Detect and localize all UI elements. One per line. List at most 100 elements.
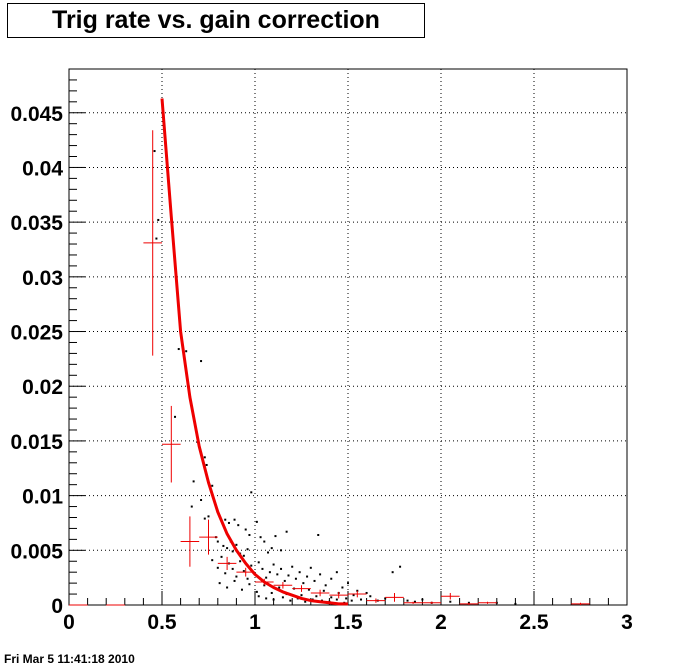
profile-point xyxy=(273,582,293,589)
profile-point xyxy=(329,591,348,599)
scatter-point xyxy=(330,596,333,599)
scatter-point xyxy=(322,589,325,592)
scatter-point xyxy=(211,484,214,487)
scatter-point xyxy=(259,536,262,539)
scatter-point xyxy=(200,498,203,501)
x-tick-label: 1 xyxy=(249,611,261,634)
scatter-point xyxy=(246,577,249,580)
scatter-point xyxy=(235,543,238,546)
footer-timestamp: Fri Mar 5 11:41:18 2010 xyxy=(4,652,135,666)
scatter-point xyxy=(265,597,268,600)
scatter-point xyxy=(330,577,333,580)
y-tick-label: 0.02 xyxy=(22,376,63,399)
scatter-point xyxy=(237,524,240,527)
profile-point xyxy=(199,519,218,555)
scatter-point xyxy=(294,577,297,580)
scatter-point xyxy=(309,566,312,569)
scatter-point xyxy=(369,595,372,598)
scatter-point xyxy=(399,565,402,568)
scatter-point xyxy=(157,218,160,221)
scatter-point xyxy=(413,600,416,603)
x-tick-labels: 0 0.5 1 1.5 2 2.5 3 xyxy=(63,611,633,634)
scatter-point xyxy=(231,567,234,570)
profile-point xyxy=(143,130,162,356)
scatter-point xyxy=(211,559,214,562)
y-tick-label: 0.045 xyxy=(10,103,63,126)
scatter-point xyxy=(391,571,394,574)
scatter-point xyxy=(261,567,264,570)
profile-point xyxy=(348,590,367,598)
scatter-point xyxy=(268,571,271,574)
scatter-point xyxy=(319,573,322,576)
scatter-point xyxy=(276,573,279,576)
scatter-point xyxy=(313,579,316,582)
scatter-point xyxy=(205,463,208,466)
scatter-point xyxy=(315,595,318,598)
scatter-point xyxy=(298,571,301,574)
y-tick-label: 0.035 xyxy=(10,212,63,235)
scatter-point xyxy=(307,588,310,591)
scatter-point xyxy=(233,579,236,582)
scatter-point xyxy=(250,491,253,494)
profile-error-bars xyxy=(69,130,590,606)
scatter-point xyxy=(226,547,229,550)
scatter-point xyxy=(190,505,193,508)
y-tick-label: 0.025 xyxy=(10,322,63,345)
scatter-point xyxy=(255,520,258,523)
profile-point xyxy=(403,601,423,604)
y-tick-label: 0 xyxy=(51,595,63,618)
scatter-point xyxy=(227,521,230,524)
scatter-point xyxy=(233,518,236,521)
fit-curve xyxy=(160,98,348,606)
scatter-point xyxy=(246,548,249,551)
scatter-point xyxy=(287,574,290,577)
scatter-point xyxy=(250,564,253,567)
scatter-point xyxy=(224,518,227,521)
x-tick-label: 2.5 xyxy=(519,611,549,634)
scatter-point xyxy=(280,567,283,570)
scatter-point xyxy=(302,582,305,585)
grid xyxy=(69,69,627,605)
scatter-point xyxy=(406,599,409,602)
scatter-point xyxy=(244,528,247,531)
scatter-point xyxy=(257,595,260,598)
scatter-point xyxy=(231,550,234,553)
scatter-point xyxy=(365,591,368,594)
profile-point xyxy=(162,405,181,483)
scatter-point xyxy=(263,540,266,543)
scatter-point xyxy=(350,599,353,602)
profile-point xyxy=(571,602,590,605)
scatter-point xyxy=(267,551,270,554)
scatter-point xyxy=(203,456,206,459)
scatter-point xyxy=(174,415,177,418)
profile-point xyxy=(366,598,386,603)
scatter-point xyxy=(239,560,242,563)
x-tick-label: 0.5 xyxy=(147,611,177,634)
profile-point xyxy=(310,589,330,597)
scatter-point xyxy=(222,544,225,547)
scatter-point xyxy=(192,480,195,483)
scatter-point xyxy=(345,597,348,600)
scatter-point xyxy=(177,348,180,351)
scatter-point xyxy=(216,540,219,543)
scatter-point xyxy=(317,533,320,536)
scatter-point xyxy=(335,598,338,601)
scatter-point xyxy=(224,572,227,575)
fit-curve-layer xyxy=(160,98,348,606)
scatter-point xyxy=(449,600,452,603)
scatter-point xyxy=(306,575,309,578)
profile-point xyxy=(385,592,404,602)
profile-point xyxy=(292,585,311,592)
scatter-point xyxy=(272,598,275,601)
scatter-point xyxy=(289,599,292,602)
scatter-point xyxy=(352,594,355,597)
scatter-point xyxy=(248,583,251,586)
scatter-point xyxy=(335,571,338,574)
scatter-point xyxy=(278,586,281,589)
scatter-point xyxy=(291,565,294,568)
scatter-point xyxy=(153,150,156,153)
scatter-point xyxy=(360,598,363,601)
scatter-point xyxy=(200,360,203,363)
y-tick-label: 0.015 xyxy=(10,431,63,454)
